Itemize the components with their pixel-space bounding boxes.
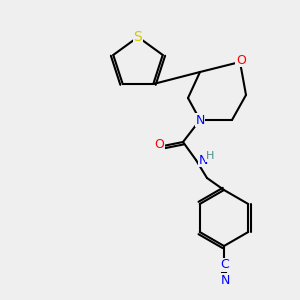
Text: O: O [154, 139, 164, 152]
Text: S: S [134, 30, 142, 44]
Text: N: N [195, 113, 205, 127]
Text: N: N [220, 274, 230, 286]
Text: N: N [198, 154, 208, 166]
Text: O: O [236, 53, 246, 67]
Text: H: H [206, 151, 214, 161]
Text: C: C [220, 259, 230, 272]
